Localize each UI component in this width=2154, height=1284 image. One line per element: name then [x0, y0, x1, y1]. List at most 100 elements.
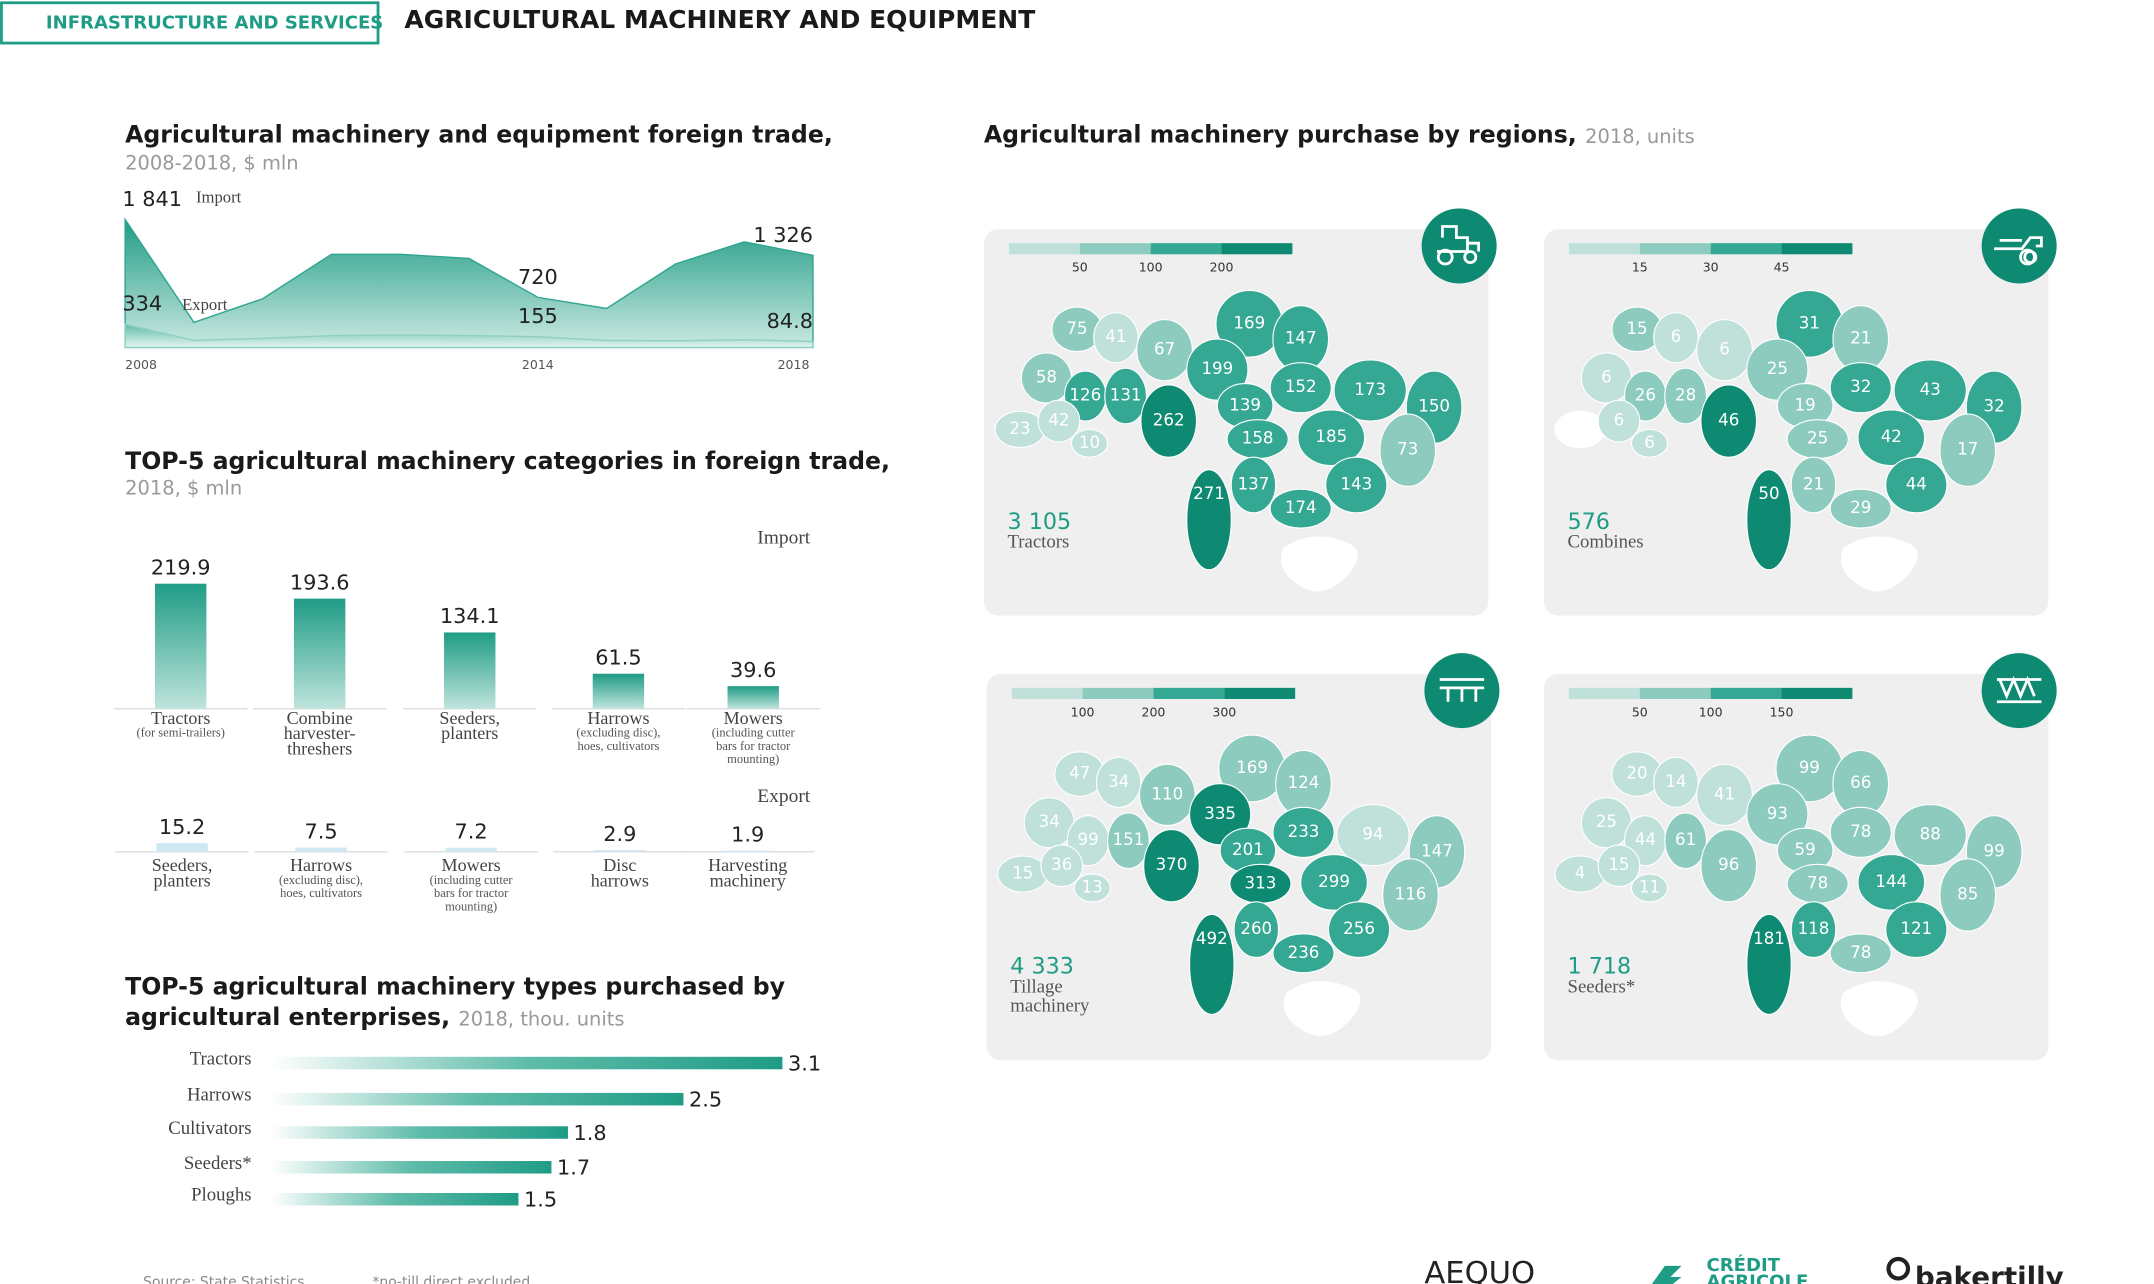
logo: AGRICOLE [1706, 1272, 1808, 1284]
total-label: Tractors [1008, 532, 1070, 553]
series-label: Export [182, 295, 228, 314]
region [1379, 413, 1437, 487]
region-label: 29 [1850, 498, 1871, 517]
chart-title: TOP-5 agricultural machinery categories … [125, 447, 890, 475]
category-label: harrows [591, 871, 649, 891]
region [1272, 806, 1335, 858]
region-label: 34 [1039, 812, 1060, 831]
region-label: 20 [1626, 764, 1647, 783]
peninsula [1840, 536, 1918, 592]
total: 576 [1568, 509, 1610, 535]
region [1233, 901, 1280, 958]
legend-tick: 200 [1141, 704, 1165, 719]
icon-glyph [1439, 678, 1485, 702]
region-label: 185 [1315, 427, 1347, 446]
region-label: 173 [1354, 380, 1386, 399]
legend-swatch [1079, 243, 1151, 255]
region [1297, 409, 1366, 467]
region-label: 6 [1671, 327, 1682, 346]
region-label: 21 [1803, 474, 1824, 493]
region-label: 199 [1201, 359, 1233, 378]
region-label: 201 [1232, 840, 1264, 859]
legend-swatch [1710, 243, 1782, 255]
x-tick-label: 2014 [522, 357, 554, 372]
data-label: 1.5 [524, 1188, 557, 1212]
data-label: 1 841 [122, 187, 182, 211]
logo: CRÉDIT [1706, 1254, 1780, 1276]
region-label: 88 [1920, 825, 1941, 844]
region [1696, 763, 1753, 826]
region-label: 492 [1196, 929, 1228, 948]
legend-tick: 45 [1774, 260, 1790, 275]
region-label: 147 [1421, 841, 1453, 860]
icon-glyph [1439, 678, 1485, 702]
region [1140, 384, 1198, 458]
region-label: 6 [1644, 433, 1655, 452]
chart-subtitle: 2008-2018, $ mln [125, 151, 299, 174]
region-label: 110 [1151, 784, 1183, 803]
region-label: 144 [1875, 872, 1907, 891]
series-label: Export [757, 786, 811, 807]
bar [271, 1056, 783, 1070]
icon-glyph [1463, 250, 1478, 265]
region [1696, 319, 1753, 382]
legend-swatch [1639, 687, 1711, 699]
region [1893, 804, 1967, 867]
region [1885, 901, 1948, 958]
region-label: 169 [1233, 313, 1265, 332]
legend-swatch [1781, 687, 1853, 699]
map-subtitle: 2018, units [1585, 125, 1695, 148]
region-label: 116 [1395, 884, 1427, 903]
data-label: 155 [518, 304, 558, 328]
legend-tick: 200 [1210, 260, 1234, 275]
region [1829, 806, 1892, 858]
region-label: 32 [1984, 397, 2005, 416]
data-label: 1.9 [731, 822, 764, 846]
region [1093, 312, 1139, 364]
legend-swatch [1082, 687, 1154, 699]
region [1272, 933, 1335, 974]
icon-glyph [1996, 675, 2042, 704]
icon-glyph [1436, 248, 1454, 266]
legend-tick: 50 [1632, 704, 1648, 719]
region-label: 94 [1362, 825, 1383, 844]
region [1700, 829, 1758, 903]
category-note: bars for tractor [716, 739, 791, 753]
total: 4 333 [1010, 954, 1074, 980]
source: Source: State Statistics [143, 1275, 304, 1284]
category-label: Seeders, [152, 855, 213, 875]
region-label: 47 [1069, 764, 1090, 783]
data-label: 15.2 [159, 815, 205, 839]
region-label: 124 [1288, 773, 1320, 792]
chart-title: TOP-5 agricultural machinery types purch… [125, 973, 785, 1001]
region-label: 34 [1108, 772, 1129, 791]
bar [154, 583, 207, 709]
region [1333, 359, 1407, 422]
region [1382, 858, 1439, 932]
category-label: Combine [287, 708, 353, 728]
bar [271, 1126, 568, 1139]
category-label: threshers [287, 739, 352, 759]
region-label: 233 [1288, 822, 1320, 841]
region-label: 15 [1608, 855, 1629, 874]
category-label: Harrows [187, 1085, 252, 1106]
region [1095, 756, 1142, 808]
region-label: 23 [1009, 419, 1030, 438]
category-label: Harrows [290, 855, 352, 875]
region-label: 96 [1718, 855, 1739, 874]
category-label: Mowers [442, 855, 501, 875]
region-label: 36 [1051, 855, 1072, 874]
region-label: 43 [1920, 380, 1941, 399]
region-label: 370 [1156, 855, 1188, 874]
legend-swatch [1568, 687, 1640, 699]
region [1885, 456, 1948, 514]
data-label: 134.1 [440, 604, 500, 628]
category-note: mounting) [445, 899, 497, 913]
region-label: 151 [1113, 830, 1145, 849]
category-label: machinery [710, 871, 786, 891]
region [1186, 469, 1232, 571]
bar [293, 598, 346, 709]
bar [156, 843, 208, 852]
region-label: 152 [1285, 377, 1317, 396]
category-label: Mowers [724, 708, 783, 728]
